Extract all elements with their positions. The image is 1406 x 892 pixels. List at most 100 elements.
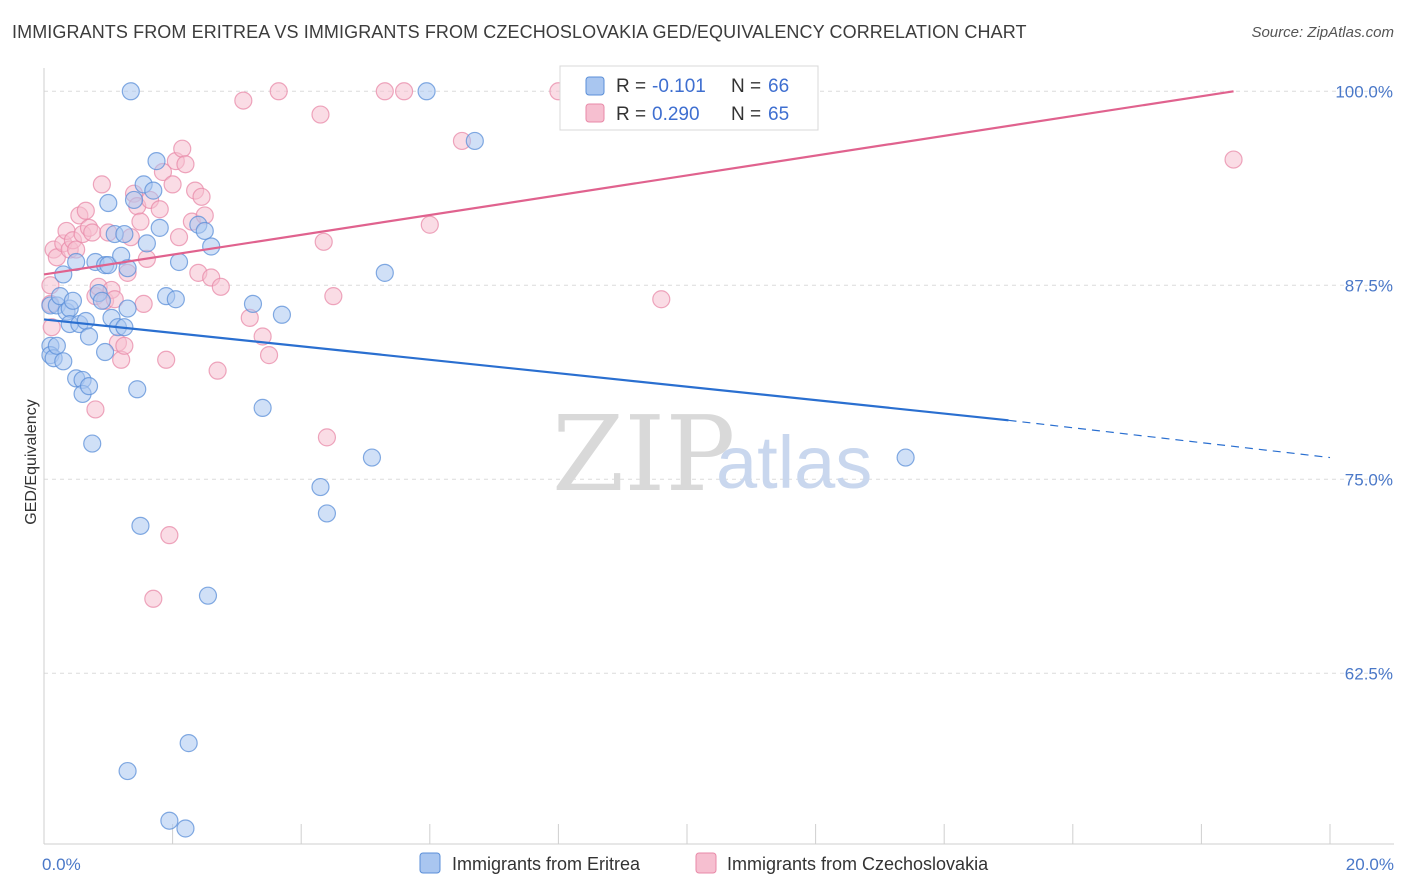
point-czechoslovakia — [234, 91, 253, 110]
trend-lines — [43, 90, 1331, 459]
legend-r-value-czech: 0.290 — [652, 104, 700, 125]
point-eritrea — [79, 327, 99, 346]
point-czechoslovakia — [311, 105, 330, 124]
point-czechoslovakia — [652, 290, 671, 309]
point-czechoslovakia — [176, 155, 195, 174]
point-eritrea — [150, 218, 169, 237]
point-eritrea — [92, 291, 111, 310]
watermark-atlas: atlas — [716, 421, 872, 504]
stats-legend: R = -0.101 N = 66 R = 0.290 N = 65 — [559, 65, 819, 131]
point-eritrea — [131, 516, 150, 535]
point-czechoslovakia — [420, 215, 439, 234]
point-eritrea — [144, 181, 163, 200]
point-eritrea — [160, 811, 179, 830]
point-czechoslovakia — [86, 400, 105, 419]
legend-n-value-czech: 65 — [768, 104, 789, 125]
legend-swatch-eritrea — [585, 76, 605, 96]
point-czechoslovakia — [314, 232, 333, 251]
point-eritrea — [179, 734, 198, 753]
point-czechoslovakia — [144, 589, 163, 608]
point-eritrea — [169, 252, 189, 272]
point-czechoslovakia — [324, 287, 343, 306]
point-czechoslovakia — [131, 212, 150, 231]
point-eritrea — [54, 265, 73, 284]
grid-lines — [44, 90, 1394, 674]
chart-title: IMMIGRANTS FROM ERITREA VS IMMIGRANTS FR… — [12, 22, 1027, 42]
point-czechoslovakia — [76, 201, 95, 220]
point-eritrea — [83, 434, 102, 453]
point-czechoslovakia — [192, 187, 211, 206]
point-czechoslovakia — [169, 228, 189, 247]
point-czechoslovakia — [134, 294, 153, 314]
y-tick-label: 75.0% — [1345, 470, 1393, 489]
point-eritrea — [118, 299, 137, 318]
point-eritrea — [124, 190, 144, 210]
point-eritrea — [95, 342, 115, 362]
legend-r-value-eritrea: -0.101 — [652, 76, 706, 97]
bottom-legend-label-czech: Immigrants from Czechoslovakia — [727, 854, 989, 874]
point-czechoslovakia — [269, 82, 288, 101]
y-tick-label: 62.5% — [1345, 664, 1393, 683]
point-eritrea — [128, 380, 147, 399]
series-czechoslovakia-points — [41, 82, 1243, 608]
bottom-legend-swatch-eritrea — [419, 852, 441, 874]
bottom-legend-label-eritrea: Immigrants from Eritrea — [452, 854, 641, 874]
trend-line-czechoslovakia — [43, 90, 1234, 276]
legend-n-label-eritrea: N = — [731, 76, 761, 97]
bottom-legend-swatch-czech — [695, 852, 717, 874]
point-czechoslovakia — [83, 223, 102, 242]
point-czechoslovakia — [173, 139, 192, 158]
point-eritrea — [147, 152, 166, 171]
point-eritrea — [118, 259, 137, 278]
point-eritrea — [137, 234, 156, 253]
point-eritrea — [243, 294, 263, 314]
trend-line-eritrea-extension — [1008, 419, 1331, 459]
point-eritrea — [79, 377, 99, 396]
point-eritrea — [54, 352, 73, 371]
point-czechoslovakia — [208, 361, 227, 380]
point-czechoslovakia — [160, 526, 179, 545]
point-czechoslovakia — [115, 336, 134, 355]
x-tick-min: 0.0% — [42, 855, 81, 874]
point-czechoslovakia — [317, 428, 337, 447]
point-eritrea — [311, 477, 330, 497]
point-czechoslovakia — [157, 350, 176, 369]
point-eritrea — [63, 291, 83, 310]
bottom-legend: Immigrants from Eritrea Immigrants from … — [419, 852, 989, 874]
legend-r-label-czech: R = — [616, 104, 646, 125]
point-eritrea — [195, 221, 214, 241]
point-eritrea — [272, 305, 292, 324]
point-eritrea — [896, 448, 915, 467]
point-eritrea — [176, 819, 195, 838]
point-czechoslovakia — [1224, 150, 1243, 169]
point-czechoslovakia — [394, 82, 414, 101]
point-eritrea — [115, 224, 134, 244]
point-czechoslovakia — [163, 175, 182, 194]
legend-n-value-eritrea: 66 — [768, 76, 789, 97]
point-czechoslovakia — [211, 277, 230, 296]
legend-r-label-eritrea: R = — [616, 76, 646, 97]
series-eritrea-points — [41, 82, 915, 838]
y-tick-label: 87.5% — [1345, 276, 1393, 295]
point-eritrea — [198, 586, 218, 605]
y-axis-label: GED/Equivalency — [23, 399, 40, 524]
legend-n-label-czech: N = — [731, 104, 761, 125]
legend-swatch-czech — [585, 103, 605, 123]
point-eritrea — [317, 504, 337, 523]
point-czechoslovakia — [42, 318, 61, 337]
point-eritrea — [362, 448, 382, 467]
watermark: ZIP atlas — [552, 393, 872, 515]
point-eritrea — [118, 761, 137, 781]
x-tick-max: 20.0% — [1346, 855, 1394, 874]
trend-line-eritrea — [43, 318, 1009, 422]
axes — [43, 68, 1394, 845]
point-czechoslovakia — [259, 346, 279, 365]
source-note: Source: ZipAtlas.com — [1251, 24, 1394, 41]
point-eritrea — [202, 237, 221, 256]
point-eritrea — [465, 131, 484, 151]
watermark-zip: ZIP — [552, 393, 735, 515]
point-czechoslovakia — [375, 82, 394, 101]
point-czechoslovakia — [92, 175, 111, 194]
y-tick-label: 100.0% — [1335, 82, 1393, 101]
